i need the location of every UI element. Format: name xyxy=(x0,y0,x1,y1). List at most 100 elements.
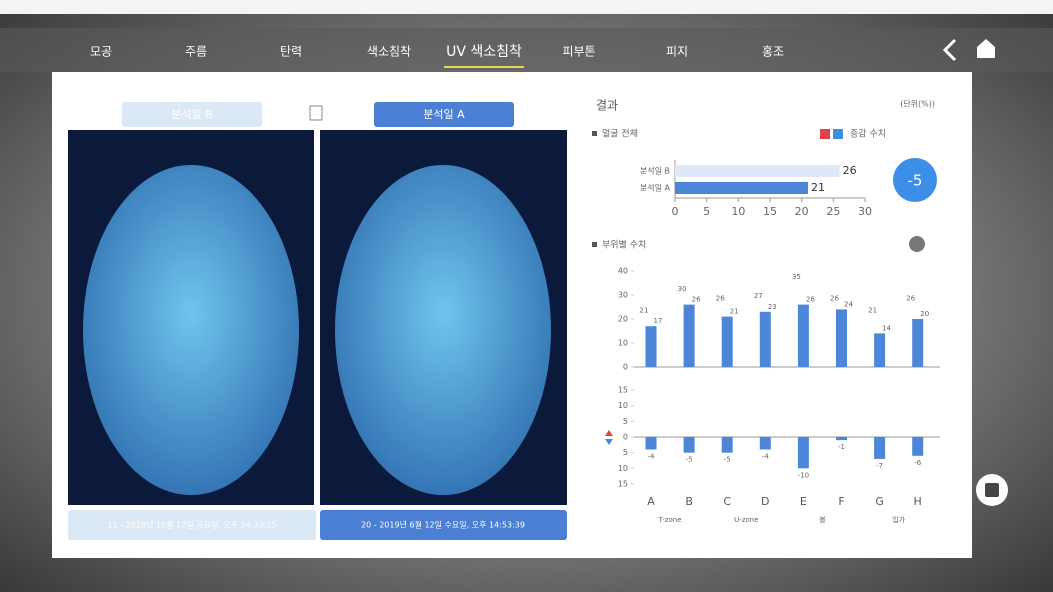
result-title: 결과 xyxy=(596,99,618,113)
category-label: 분석일 B xyxy=(640,166,670,176)
bar xyxy=(912,319,924,367)
home-button[interactable] xyxy=(977,39,995,58)
value-label: 26 xyxy=(692,296,701,304)
value-label: 26 xyxy=(806,296,815,304)
bar xyxy=(874,333,886,367)
legend-minus xyxy=(833,129,843,139)
compare-icon[interactable] xyxy=(309,105,323,121)
value-label: -5 xyxy=(686,456,693,464)
value-label: -6 xyxy=(914,459,922,467)
bar xyxy=(836,309,847,367)
unit-label: (단위(%)) xyxy=(900,99,935,109)
value-label: -10 xyxy=(798,471,809,479)
bar xyxy=(912,437,924,456)
bar xyxy=(683,437,695,453)
date-a-label: 분석일 A xyxy=(423,107,465,121)
nav-tab[interactable]: 탄력 xyxy=(280,45,302,59)
bar xyxy=(683,304,695,367)
y-tick-label: 10 xyxy=(618,464,628,473)
nav-tab[interactable]: UV 색소침착 xyxy=(446,44,522,60)
bar xyxy=(721,316,733,367)
value-label: -5 xyxy=(724,456,731,464)
y-tick-label: 15 xyxy=(618,480,628,489)
section-title: 얼굴 전체 xyxy=(602,129,638,140)
x-tick-label: 0 xyxy=(672,205,679,218)
bar xyxy=(797,304,809,367)
y-tick-label: 5 xyxy=(623,448,628,457)
bar xyxy=(675,165,840,177)
bullet xyxy=(592,131,597,136)
nav-tab[interactable]: 피부톤 xyxy=(562,45,595,59)
bar xyxy=(721,437,733,453)
section-title: 부위별 수치 xyxy=(602,239,646,251)
x-tick-label: 25 xyxy=(826,205,840,218)
bar xyxy=(675,182,808,194)
x-tick-label: H xyxy=(914,495,922,508)
value-label: 26 xyxy=(830,295,839,303)
value-label: -7 xyxy=(876,462,883,470)
up-icon xyxy=(605,430,613,436)
caption-a-box xyxy=(320,510,567,540)
category-label: 분석일 A xyxy=(640,183,671,193)
caption-a: 20 - 2019년 6월 12일 수요일, 오후 14:53:39 xyxy=(361,520,525,530)
zone-label: T-zone xyxy=(658,516,682,524)
bar xyxy=(759,437,771,450)
y-tick-label: 40 xyxy=(618,267,628,276)
photo-b xyxy=(68,130,314,505)
legend-plus xyxy=(820,129,830,139)
bar xyxy=(797,437,809,469)
value-label: 24 xyxy=(844,300,853,308)
value-label: 30 xyxy=(678,285,687,293)
nav-tab[interactable]: 색소침착 xyxy=(367,45,411,59)
value-label: -4 xyxy=(648,453,656,461)
x-tick-label: 10 xyxy=(731,205,745,218)
value-label: 17 xyxy=(654,317,663,325)
value-label: 35 xyxy=(792,273,801,281)
zone-label: 볼 xyxy=(819,515,826,524)
nav-bar xyxy=(0,28,1053,72)
value-label: 21 xyxy=(811,181,825,194)
window-bar xyxy=(0,0,1053,14)
x-tick-label: D xyxy=(761,495,769,508)
value-label: 20 xyxy=(920,310,929,318)
difference-value: -5 xyxy=(908,172,923,190)
face-icon[interactable] xyxy=(909,236,925,252)
value-label: 21 xyxy=(868,307,877,315)
x-tick-label: C xyxy=(723,495,731,508)
nav-tab[interactable]: 모공 xyxy=(90,45,112,59)
x-tick-label: 15 xyxy=(763,205,777,218)
nav-tab[interactable]: 주름 xyxy=(185,45,207,59)
y-tick-label: 0 xyxy=(623,433,628,442)
date-b-button[interactable] xyxy=(122,102,262,127)
y-tick-label: 30 xyxy=(618,291,628,300)
value-label: 21 xyxy=(730,308,739,316)
y-tick-label: 5 xyxy=(623,417,628,426)
value-label: -4 xyxy=(762,453,770,461)
date-a-button[interactable] xyxy=(374,102,514,127)
value-label: 14 xyxy=(882,324,891,332)
bar xyxy=(836,437,847,441)
down-icon xyxy=(605,439,613,445)
bar xyxy=(759,311,771,367)
y-tick-label: 20 xyxy=(618,315,628,324)
value-label: 26 xyxy=(843,164,857,177)
nav-tab[interactable]: 피지 xyxy=(666,45,688,59)
y-tick-label: 15 xyxy=(618,386,628,395)
date-b-label: 분석일 B xyxy=(171,107,212,121)
bar xyxy=(874,437,886,459)
bar xyxy=(645,437,657,450)
x-tick-label: E xyxy=(800,495,807,508)
caption-b-box xyxy=(68,510,316,540)
y-tick-label: 10 xyxy=(618,339,628,348)
x-tick-label: B xyxy=(685,495,693,508)
x-tick-label: A xyxy=(647,495,655,508)
value-label: 23 xyxy=(768,303,777,311)
value-label: 27 xyxy=(754,292,763,300)
x-tick-label: 5 xyxy=(703,205,710,218)
y-tick-label: 0 xyxy=(623,363,628,372)
back-button[interactable] xyxy=(942,38,957,62)
photo-a xyxy=(320,130,567,505)
save-icon xyxy=(985,483,999,497)
nav-tab[interactable]: 홍조 xyxy=(762,45,784,59)
